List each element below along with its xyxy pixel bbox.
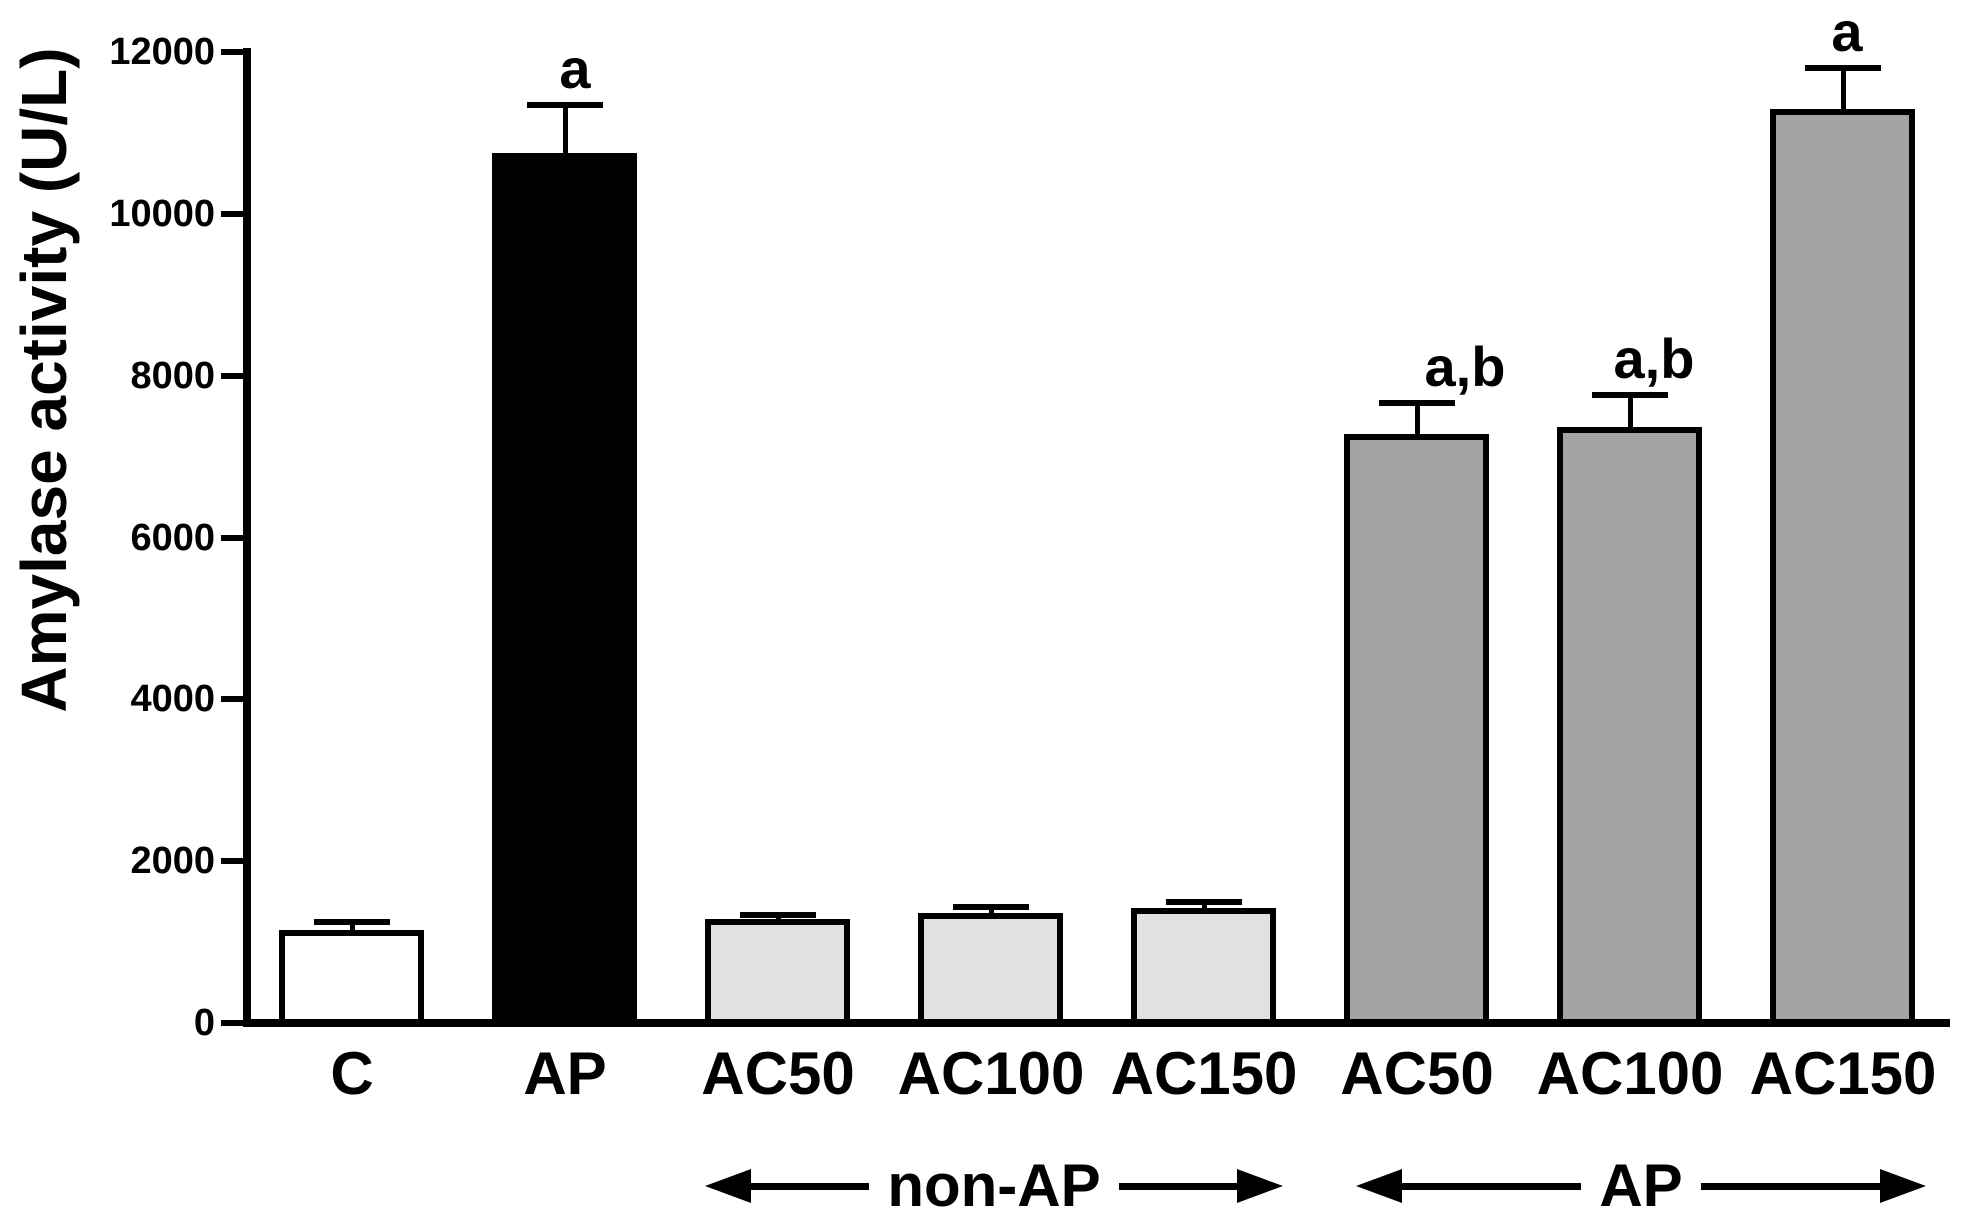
y-tick-mark [221, 858, 245, 864]
bar-c [279, 930, 424, 1027]
y-tick-label: 8000 [130, 355, 215, 397]
group-annotation-ap: AP [1356, 1152, 1927, 1220]
error-bar-cap [314, 919, 390, 925]
significance-label-ac100-ap: a,b [1613, 327, 1695, 390]
x-category-label-ac150-ap: AC150 [1749, 1040, 1937, 1107]
x-category-label-ac50-nonap: AC50 [701, 1040, 855, 1107]
bar-ac150-nonap [1131, 908, 1276, 1027]
x-category-label-ac100-nonap: AC100 [897, 1040, 1085, 1107]
error-bar-cap [1379, 400, 1455, 406]
arrow-line [1118, 1182, 1237, 1190]
x-category-label-c: C [330, 1040, 374, 1107]
y-tick-label: 10000 [109, 193, 215, 235]
significance-label-ap: a [559, 37, 591, 100]
y-tick-label: 4000 [130, 678, 215, 720]
y-tick-mark [221, 535, 245, 541]
error-bar-cap [1166, 899, 1242, 905]
y-tick-mark [221, 373, 245, 379]
significance-label-ac50-ap: a,b [1424, 335, 1506, 398]
group-annotation-non-ap: non-AP [705, 1152, 1283, 1220]
arrow-line [1700, 1182, 1881, 1190]
arrow-line [751, 1182, 870, 1190]
left-arrowhead-icon [705, 1169, 751, 1203]
y-tick-label: 12000 [109, 31, 215, 73]
error-bar-cap [1592, 392, 1668, 398]
arrow-line [1402, 1182, 1582, 1190]
y-tick-mark [221, 211, 245, 217]
error-bar-stem [563, 105, 568, 161]
y-tick-mark [221, 696, 245, 702]
x-category-label-ac100-ap: AC100 [1536, 1040, 1724, 1107]
error-bar-cap [527, 102, 603, 108]
left-arrowhead-icon [1356, 1169, 1402, 1203]
significance-label-ac150-ap: a [1831, 0, 1863, 63]
y-tick-mark [221, 49, 245, 55]
right-arrowhead-icon [1237, 1169, 1283, 1203]
error-bar-stem [1841, 68, 1846, 117]
error-bar-stem [1628, 395, 1633, 435]
bar-ac50-nonap [705, 919, 850, 1027]
x-axis-line [243, 1019, 1950, 1027]
bar-ac150-ap [1770, 109, 1915, 1027]
group-label-non-ap: non-AP [887, 1152, 1101, 1219]
x-category-label-ac150-nonap: AC150 [1110, 1040, 1298, 1107]
bar-ac50-ap [1344, 434, 1489, 1027]
y-tick-label: 2000 [130, 840, 215, 882]
bar-ac100-ap [1557, 427, 1702, 1027]
x-category-label-ap: AP [523, 1040, 607, 1107]
right-arrowhead-icon [1880, 1169, 1927, 1203]
error-bar-cap [953, 904, 1029, 910]
y-tick-label: 0 [193, 1002, 215, 1044]
error-bar-cap [740, 912, 816, 918]
bar-ac100-nonap [918, 913, 1063, 1027]
group-label-ap: AP [1599, 1152, 1683, 1219]
y-tick-label: 6000 [130, 517, 215, 559]
x-category-label-ac50-ap: AC50 [1340, 1040, 1494, 1107]
y-tick-mark [221, 1020, 245, 1026]
y-axis-line [243, 48, 251, 1027]
error-bar-cap [1805, 65, 1881, 71]
error-bar-stem [1415, 403, 1420, 442]
bar-ap [492, 153, 637, 1027]
